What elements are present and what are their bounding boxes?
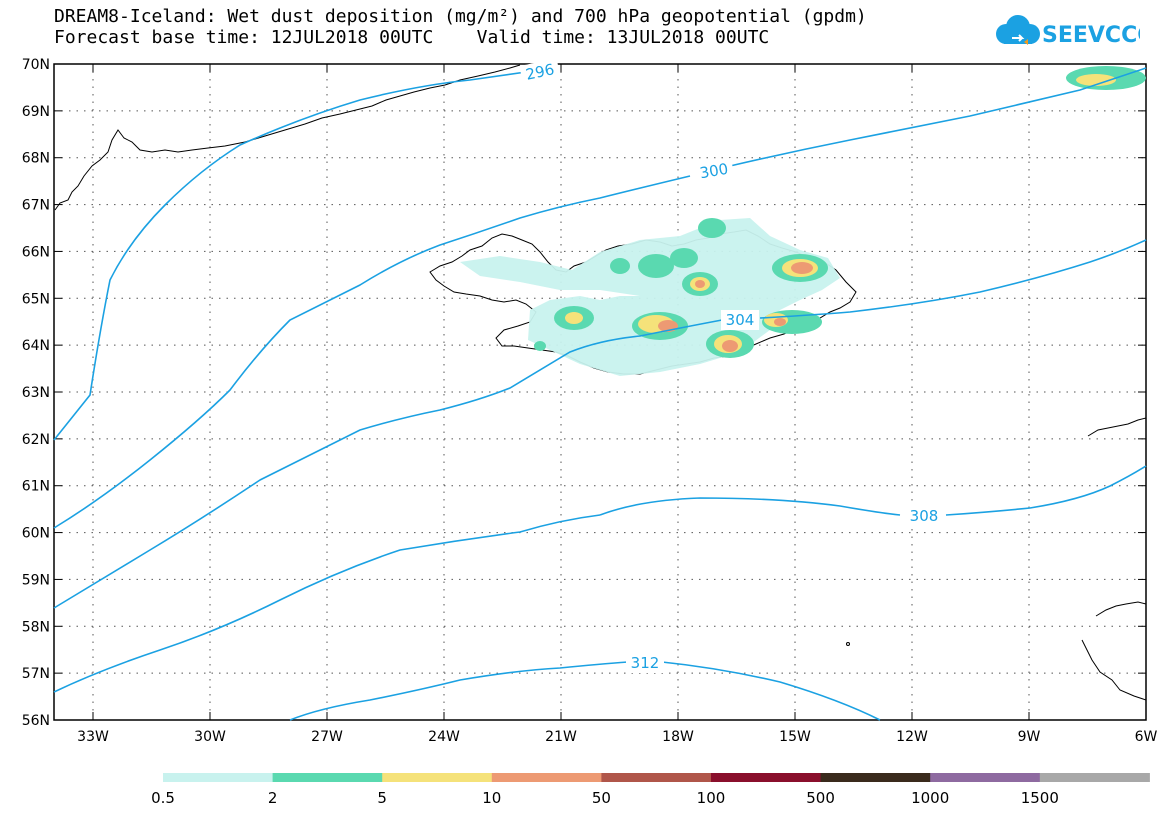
logo-text: SEEVCCC <box>1042 23 1140 48</box>
map-frame <box>53 63 1147 721</box>
lon-label: 21W <box>545 729 577 745</box>
lat-label: 63N <box>22 385 50 401</box>
contour-312 <box>661 661 881 721</box>
lat-label: 58N <box>22 619 50 635</box>
contour-label: 312 <box>631 654 660 672</box>
contour-304 <box>759 239 1147 319</box>
legend-swatch <box>711 773 822 782</box>
lat-label: 56N <box>22 713 50 729</box>
geopotential-contours <box>53 67 1147 721</box>
contour-308-a <box>599 497 901 516</box>
cloud-icon <box>996 15 1040 45</box>
legend-swatch <box>163 773 274 782</box>
contour-label-bg <box>626 653 664 673</box>
legend-label: 2 <box>268 789 278 807</box>
contour-label: 296 <box>524 60 556 84</box>
lon-label: 33W <box>77 729 109 745</box>
contour-label-bg <box>693 157 735 185</box>
legend-swatch <box>601 773 712 782</box>
title-line-2: Forecast base time: 12JUL2018 00UTC Vali… <box>54 27 770 48</box>
map-title: DREAM8-Iceland: Wet dust deposition (mg/… <box>54 6 867 48</box>
legend-label: 0.5 <box>151 789 175 807</box>
island-dot <box>846 642 850 646</box>
lat-label: 62N <box>22 432 50 448</box>
contour-label-bg <box>721 310 759 330</box>
contour-labels: 296 300 304 308 312 <box>519 58 943 673</box>
contour-label-bg <box>905 506 943 526</box>
latitude-labels: 70N 69N 68N 67N 66N 65N 64N 63N 62N 61N 60N 59N 58N 5… <box>22 57 50 729</box>
contour-300 <box>729 67 1147 167</box>
contour-308-b <box>945 465 1147 516</box>
legend-label: 5 <box>377 789 387 807</box>
legend-swatch <box>930 773 1041 782</box>
legend-swatch <box>382 773 493 782</box>
lat-label: 64N <box>22 338 50 354</box>
greenland-coast <box>54 64 521 211</box>
legend-label: 500 <box>806 789 835 807</box>
legend-swatch <box>491 773 602 782</box>
contour-298 <box>53 175 691 529</box>
legend-swatch <box>1039 773 1150 782</box>
legend-label: 100 <box>697 789 726 807</box>
contour-296 <box>53 69 541 441</box>
lat-label: 70N <box>22 57 50 73</box>
norway-coast-shetland <box>1081 601 1147 701</box>
legend-label: 50 <box>592 789 611 807</box>
norway-coast-north <box>1087 417 1147 437</box>
legend-label: 10 <box>482 789 501 807</box>
legend-swatch <box>272 773 383 782</box>
lon-label: 6W <box>1135 729 1158 745</box>
lat-label: 68N <box>22 151 50 167</box>
lon-label: 27W <box>311 729 343 745</box>
lat-label: 67N <box>22 198 50 214</box>
lat-label: 65N <box>22 291 50 307</box>
lat-label: 66N <box>22 244 50 260</box>
lat-label: 59N <box>22 572 50 588</box>
contour-label: 308 <box>910 507 939 525</box>
contour-label: 304 <box>726 311 755 329</box>
lat-label: 69N <box>22 104 50 120</box>
lon-label: 15W <box>779 729 811 745</box>
longitude-labels: 33W 30W 27W 24W 21W 18W 15W 12W 9W 6W <box>77 729 1157 745</box>
legend-label: 1500 <box>1021 789 1059 807</box>
lon-label: 24W <box>428 729 460 745</box>
contour-306 <box>53 514 601 693</box>
contour-label: 300 <box>698 160 729 183</box>
lat-label: 61N <box>22 479 50 495</box>
seevccc-logo: SEEVCCC <box>990 14 1153 54</box>
title-line-1: DREAM8-Iceland: Wet dust deposition (mg/… <box>54 6 867 27</box>
lat-label: 57N <box>22 666 50 682</box>
lon-label: 18W <box>662 729 694 745</box>
lon-label: 12W <box>896 729 928 745</box>
dust-deposition-field <box>460 66 1146 376</box>
contour-310 <box>289 661 629 721</box>
contour-302 <box>53 319 723 609</box>
axis-ticks <box>54 63 1147 721</box>
dust-patch-teal <box>460 218 840 376</box>
colorbar-legend: 0.5 2 5 10 50 100 500 1000 1500 <box>151 773 1150 807</box>
lat-label: 60N <box>22 526 50 542</box>
lon-label: 9W <box>1018 729 1041 745</box>
legend-label: 1000 <box>911 789 949 807</box>
graticule <box>54 64 1146 720</box>
lon-label: 30W <box>194 729 226 745</box>
legend-swatch <box>820 773 931 782</box>
contour-label-bg <box>519 58 561 86</box>
